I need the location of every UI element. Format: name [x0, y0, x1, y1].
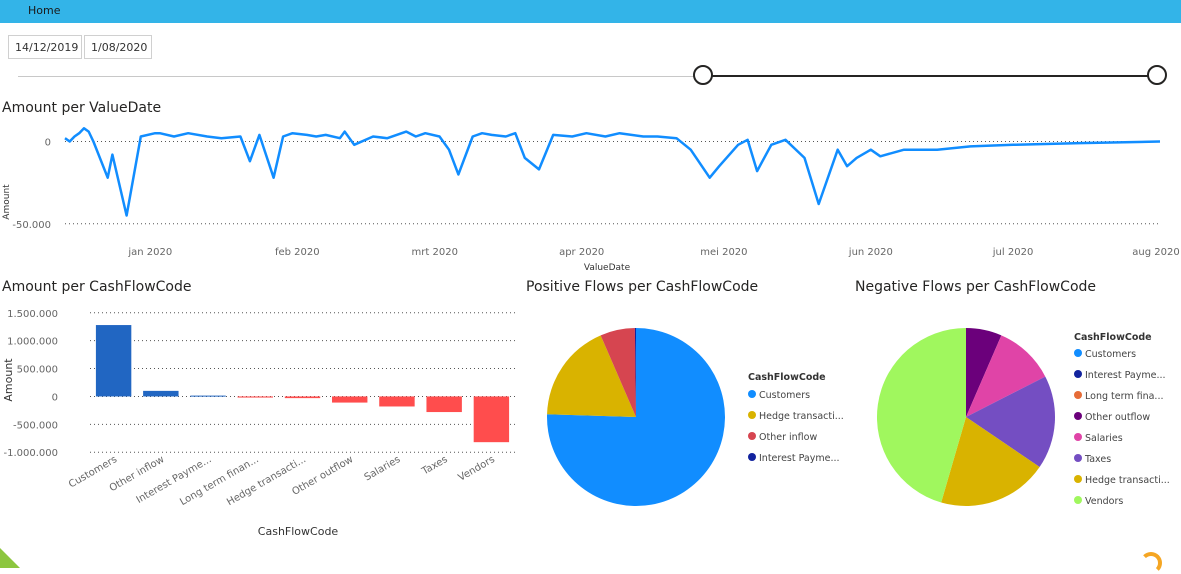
- legend-item-label[interactable]: Taxes: [1084, 454, 1111, 465]
- negative-pie-chart: CashFlowCode Customers Interest Payme... L…: [876, 328, 1170, 507]
- bar-chart: 1.500.000 1.000.000 500.000 0 -500.000 -1.000…: [2, 309, 515, 538]
- bar-y-tick-label: 1.000.000: [7, 337, 58, 348]
- bar-x-tick-label: Taxes: [419, 454, 449, 478]
- page-tab-bar: [0, 0, 1181, 23]
- bar-chart-x-axis-title: CashFlowCode: [258, 525, 339, 538]
- date-slider-end-handle[interactable]: [1147, 65, 1167, 85]
- date-end-input[interactable]: 1/08/2020: [84, 35, 152, 59]
- legend-item-label[interactable]: Vendors: [1085, 496, 1123, 507]
- bar-vendors[interactable]: [473, 396, 510, 443]
- legend-marker: [1074, 349, 1082, 357]
- legend-item-label[interactable]: Other outflow: [1085, 412, 1150, 423]
- pie-slice-interest-payments[interactable]: [634, 328, 636, 417]
- pie-slice-taxes[interactable]: [966, 376, 1056, 468]
- legend-marker: [1074, 475, 1082, 483]
- bar-taxes[interactable]: [426, 396, 462, 413]
- pie-slice-customers[interactable]: [546, 328, 725, 506]
- line-x-tick-label: aug 2020: [1132, 247, 1179, 258]
- negative-pie-title: Negative Flows per CashFlowCode: [855, 279, 1097, 295]
- legend-marker: [748, 390, 756, 398]
- line-chart-title: Amount per ValueDate: [2, 100, 162, 116]
- bar-y-tick-label: -500.000: [13, 420, 58, 431]
- legend-marker: [1074, 412, 1082, 420]
- legend-marker: [1074, 433, 1082, 441]
- bar-long-term-finan[interactable]: [237, 396, 273, 398]
- pie-slice-hedge-transactions[interactable]: [941, 417, 1040, 507]
- legend-marker: [748, 411, 756, 419]
- pie-slice-salaries[interactable]: [966, 335, 1046, 417]
- bar-y-tick-label: -1.000.000: [3, 448, 58, 459]
- date-slider-rail: [18, 76, 703, 77]
- legend-item-label[interactable]: Interest Payme...: [1085, 370, 1166, 381]
- date-slider-start-handle[interactable]: [693, 65, 713, 85]
- legend-marker: [1074, 391, 1082, 399]
- line-chart: 0 -50.000 jan 2020 feb 2020 mrt 2020 apr 202…: [2, 127, 1180, 273]
- line-x-tick-label: mei 2020: [700, 247, 747, 258]
- corner-logo-right: [1140, 552, 1162, 574]
- bar-x-tick-label: Vendors: [456, 454, 496, 484]
- corner-logo-left: [0, 548, 20, 568]
- line-x-tick-label: apr 2020: [559, 247, 604, 258]
- bar-salaries[interactable]: [379, 396, 415, 407]
- date-start-input[interactable]: 14/12/2019: [8, 35, 82, 59]
- bar-chart-y-axis-title: Amount: [2, 358, 15, 402]
- line-y-tick-label: 0: [45, 137, 51, 148]
- legend-item-label[interactable]: Customers: [1085, 349, 1136, 360]
- legend-item-label[interactable]: Other inflow: [759, 432, 817, 443]
- bar-other-outflow[interactable]: [332, 396, 368, 403]
- pie-slice-hedge-transactions[interactable]: [547, 335, 636, 417]
- date-slider-range[interactable]: [703, 75, 1157, 77]
- legend-item-label[interactable]: Interest Payme...: [759, 453, 840, 464]
- bar-hedge-transacti[interactable]: [284, 396, 321, 399]
- line-x-tick-label: mrt 2020: [412, 247, 458, 258]
- line-x-tick-label: jul 2020: [992, 247, 1034, 258]
- legend-marker: [1074, 370, 1082, 378]
- legend-marker: [748, 453, 756, 461]
- legend-marker: [1074, 496, 1082, 504]
- bar-y-tick-label: 1.500.000: [7, 309, 58, 320]
- bar-interest-payme[interactable]: [190, 395, 226, 397]
- bar-x-tick-label: Long term finan...: [178, 454, 261, 508]
- legend-item-label[interactable]: Hedge transacti...: [1085, 475, 1170, 486]
- line-series-amount[interactable]: [64, 127, 1161, 217]
- line-y-tick-label: -50.000: [12, 220, 51, 231]
- legend-item-label[interactable]: Long term fina...: [1085, 391, 1163, 402]
- line-x-tick-label: feb 2020: [275, 247, 320, 258]
- legend-item-label[interactable]: Salaries: [1085, 433, 1123, 444]
- bar-other-inflow[interactable]: [143, 390, 179, 397]
- line-chart-y-axis-title: Amount: [2, 184, 12, 220]
- line-x-tick-label: jan 2020: [127, 247, 172, 258]
- negative-legend-title: CashFlowCode: [1074, 332, 1152, 343]
- legend-marker: [748, 432, 756, 440]
- pie-slice-other-inflow[interactable]: [600, 328, 636, 417]
- positive-pie-title: Positive Flows per CashFlowCode: [526, 279, 759, 295]
- legend-item-label[interactable]: Customers: [759, 390, 810, 401]
- positive-pie-chart: CashFlowCode Customers Hedge transacti...…: [546, 328, 844, 506]
- bar-y-tick-label: 0: [52, 392, 58, 403]
- bar-customers[interactable]: [95, 325, 132, 397]
- line-chart-x-axis-title: ValueDate: [584, 263, 631, 273]
- bar-y-tick-label: 500.000: [17, 365, 58, 376]
- legend-item-label[interactable]: Hedge transacti...: [759, 411, 844, 422]
- legend-marker: [1074, 454, 1082, 462]
- pie-slice-vendors[interactable]: [876, 328, 966, 503]
- line-x-tick-label: jun 2020: [848, 247, 893, 258]
- pie-slice-other-outflow[interactable]: [966, 328, 1002, 417]
- tab-home[interactable]: Home: [28, 4, 61, 17]
- positive-legend-title: CashFlowCode: [748, 372, 826, 383]
- bar-x-tick-label: Hedge transacti...: [225, 454, 308, 508]
- bar-x-tick-label: Salaries: [363, 454, 403, 483]
- bar-chart-title: Amount per CashFlowCode: [2, 279, 192, 295]
